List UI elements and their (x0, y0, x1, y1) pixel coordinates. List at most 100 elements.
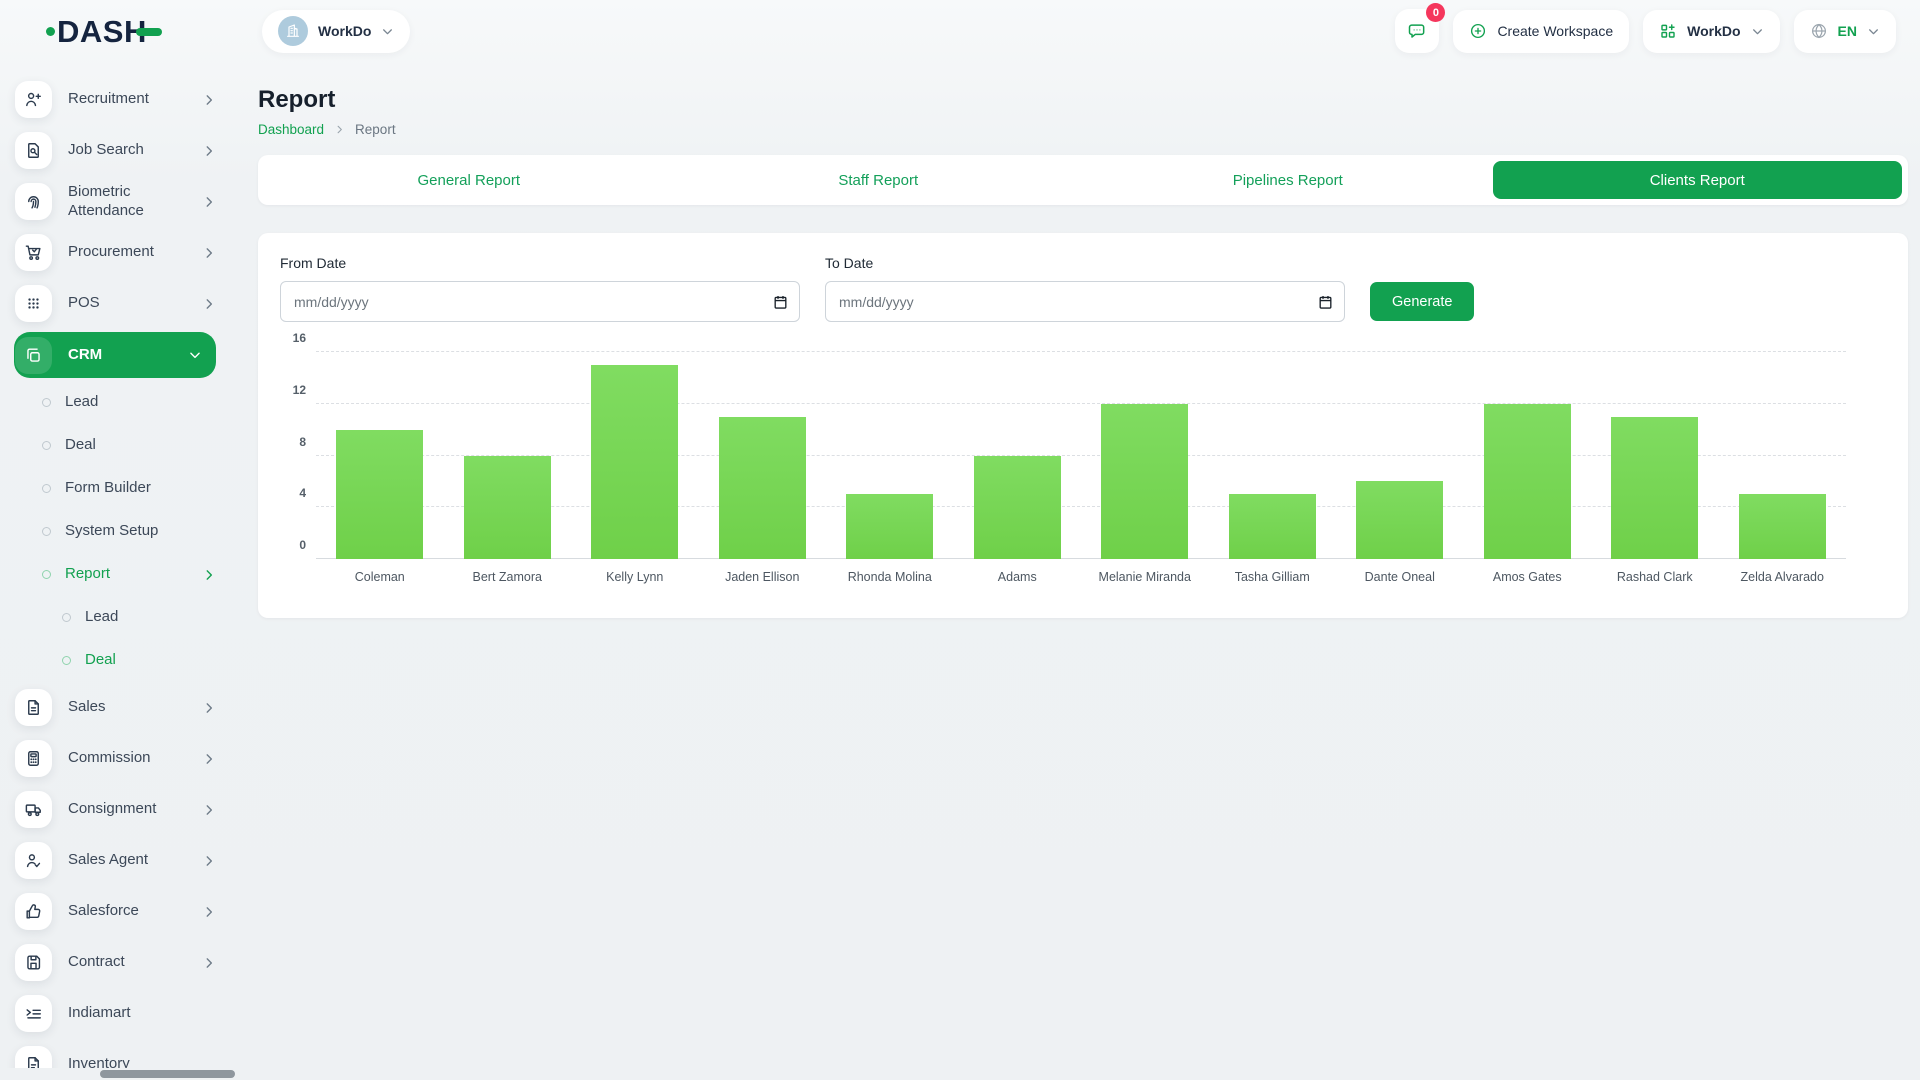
x-tick-label: Tasha Gilliam (1234, 570, 1310, 584)
bar-slot (1591, 352, 1719, 559)
gridline (316, 454, 1846, 456)
sidebar-item-commission[interactable]: Commission (0, 733, 230, 784)
sidebar-item-label: Inventory (68, 1055, 130, 1068)
workdo-menu-label: WorkDo (1687, 23, 1741, 39)
indiamart-icon (15, 995, 52, 1032)
chevron-down-icon (381, 25, 394, 38)
sidebar-item-deal[interactable]: Deal (0, 639, 230, 682)
sidebar-item-sales[interactable]: Sales (0, 682, 230, 733)
consignment-icon (15, 791, 52, 828)
sidebar-item-label: Deal (65, 436, 96, 454)
sidebar-menu: Recruitment Job Search Biometric Attendanc… (0, 62, 230, 1068)
chart-plot-area (316, 351, 1886, 559)
sidebar-item-lead[interactable]: Lead (0, 596, 230, 639)
tab-clients-report[interactable]: Clients Report (1492, 161, 1902, 199)
chevron-right-icon (202, 568, 216, 582)
logo-bar (135, 28, 162, 36)
chevron-right-icon (202, 93, 216, 107)
bar-amos-gates (1483, 403, 1571, 559)
bar-slot (571, 352, 699, 559)
x-tick-label: Adams (997, 570, 1037, 584)
chat-icon (1409, 24, 1425, 38)
sidebar-item-consignment[interactable]: Consignment (0, 784, 230, 835)
sidebar-horizontal-scrollbar[interactable] (100, 1070, 235, 1078)
workdo-menu-button[interactable]: WorkDo (1643, 9, 1780, 53)
sidebar-item-recruitment[interactable]: Recruitment (0, 74, 230, 125)
chevron-right-icon (202, 297, 216, 311)
x-tick-label: Amos Gates (1492, 570, 1562, 584)
sidebar-item-label: System Setup (65, 522, 159, 540)
breadcrumb: Dashboard Report (258, 122, 1908, 137)
create-workspace-button[interactable]: Create Workspace (1453, 9, 1630, 53)
bar-slot (316, 352, 444, 559)
sidebar-item-lead[interactable]: Lead (0, 381, 230, 424)
tab-general-report[interactable]: General Report (417, 171, 521, 189)
bar-zelda-alvarado (1738, 494, 1826, 559)
chevron-right-icon (202, 701, 216, 715)
x-tick-label: Zelda Alvarado (1740, 570, 1824, 584)
sales-icon (15, 689, 52, 726)
y-tick-label: 16 (292, 331, 306, 345)
to-date-input[interactable] (825, 281, 1345, 322)
crm-icon (15, 336, 52, 374)
to-date-label: To Date (825, 255, 874, 271)
from-date-label: From Date (280, 255, 347, 271)
gridline (316, 506, 1846, 508)
globe-icon (1810, 22, 1828, 40)
x-tick-label: Dante Oneal (1364, 570, 1435, 584)
sidebar-item-crm[interactable]: CRM (14, 332, 216, 378)
sidebar-item-sales-agent[interactable]: Sales Agent (0, 835, 230, 886)
sidebar-item-deal[interactable]: Deal (0, 424, 230, 467)
sidebar-item-procurement[interactable]: Procurement (0, 227, 230, 278)
sidebar-item-contract[interactable]: Contract (0, 937, 230, 988)
chevron-right-icon (202, 246, 216, 260)
workspace-name: WorkDo (318, 23, 372, 39)
x-tick-label: Rashad Clark (1616, 570, 1693, 584)
logo-text: DASH (57, 13, 147, 49)
x-tick-label: Coleman (354, 570, 405, 584)
chevron-right-icon (202, 956, 216, 970)
topbar: WorkDo 0 Create Workspace WorkDo EN (230, 0, 1920, 62)
sidebar-item-salesforce[interactable]: Salesforce (0, 886, 230, 937)
sidebar-item-label: Salesforce (68, 902, 139, 920)
app-logo[interactable]: DASH (0, 0, 230, 62)
sidebar-item-label: Recruitment (68, 90, 149, 108)
bullet-circle-icon (42, 527, 51, 536)
recruitment-icon (15, 81, 52, 118)
sidebar-item-pos[interactable]: POS (0, 278, 230, 329)
x-tick-label: Bert Zamora (472, 570, 542, 584)
sidebar-item-biometric-attendance[interactable]: Biometric Attendance (0, 176, 230, 227)
x-tick-label: Melanie Miranda (1098, 570, 1191, 584)
bar-slot (1081, 352, 1209, 559)
messages-button[interactable]: 0 (1395, 3, 1446, 53)
sidebar-item-inventory[interactable]: Inventory (0, 1039, 230, 1068)
sidebar-item-report[interactable]: Report (0, 553, 230, 596)
language-label: EN (1837, 23, 1857, 39)
generate-button[interactable]: Generate (1370, 282, 1475, 321)
sidebar-item-system-setup[interactable]: System Setup (0, 510, 230, 553)
sidebar-item-label: Report (65, 565, 111, 583)
bar-slot (954, 352, 1082, 559)
bar-slot (444, 352, 572, 559)
tab-pipelines-report[interactable]: Pipelines Report (1232, 171, 1343, 189)
report-tabs: General Report Staff Report Pipelines Repo… (258, 155, 1908, 205)
sidebar-item-indiamart[interactable]: Indiamart (0, 988, 230, 1039)
x-tick-label: Jaden Ellison (725, 570, 800, 584)
bar-slot (699, 352, 827, 559)
y-tick-label: 12 (292, 382, 306, 397)
from-date-input[interactable] (280, 281, 800, 322)
gridline (316, 558, 1846, 559)
tab-staff-report[interactable]: Staff Report (838, 171, 919, 189)
sidebar-item-label: Consignment (68, 800, 157, 818)
report-filter-form: From Date To Date Generate (280, 255, 1886, 322)
workspace-selector[interactable]: WorkDo (262, 9, 411, 53)
inventory-icon (15, 1046, 52, 1068)
sidebar-item-job-search[interactable]: Job Search (0, 125, 230, 176)
language-selector[interactable]: EN (1793, 9, 1896, 53)
breadcrumb-dashboard-link[interactable]: Dashboard (258, 122, 325, 137)
sidebar-item-form-builder[interactable]: Form Builder (0, 467, 230, 510)
biometric-attendance-icon (15, 183, 52, 220)
sidebar-item-label: Lead (85, 608, 119, 626)
from-date-field: From Date (280, 255, 800, 322)
bar-coleman (336, 429, 424, 559)
